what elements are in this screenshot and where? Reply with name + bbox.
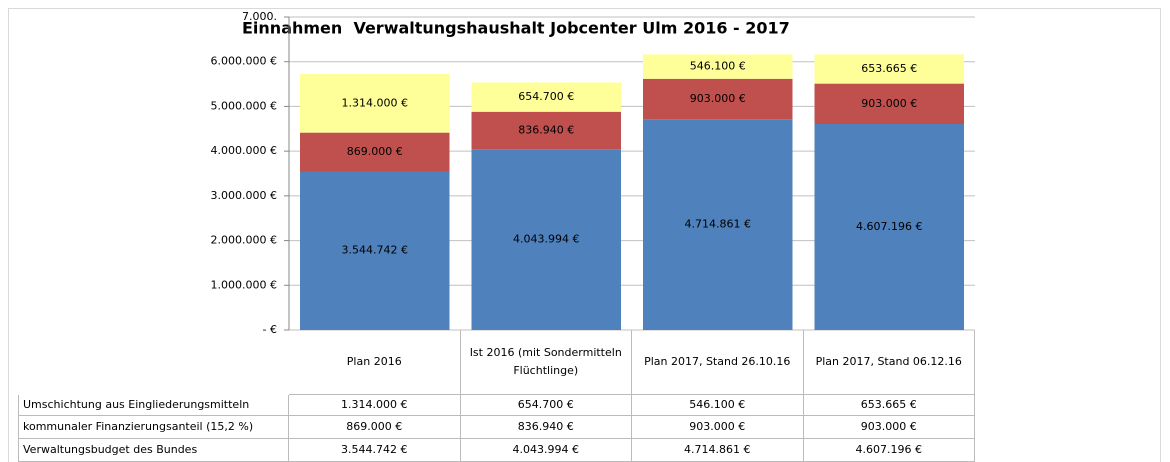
bar-segment <box>471 149 621 330</box>
table-cell: 903.000 € <box>632 416 804 439</box>
bar-segment <box>300 73 450 133</box>
row-label: kommunaler Finanzierungsanteil (15,2 %) <box>18 416 289 439</box>
row-label: Umschichtung aus Eingliederungsmitteln <box>18 395 289 416</box>
table-cell: 654.700 € <box>460 395 632 416</box>
y-tick-label: 2.000.000 € <box>211 234 277 247</box>
bar-segment <box>643 54 793 79</box>
y-tick-label: 4.000.000 € <box>211 144 277 157</box>
table-cell: 546.100 € <box>632 395 804 416</box>
row-label: Verwaltungsbudget des Bundes <box>18 439 289 462</box>
table-cell: 903.000 € <box>803 416 975 439</box>
y-tick-label: 6.000.000 € <box>211 55 277 68</box>
table-cell: 653.665 € <box>803 395 975 416</box>
table-cell: 3.544.742 € <box>289 439 461 462</box>
data-label: 3.544.742 € <box>342 244 408 257</box>
bar-segment <box>471 82 621 112</box>
y-tick-label: 1.000.000 € <box>211 278 277 291</box>
category-cell: Ist 2016 (mit Sondermitteln Flüchtlinge) <box>460 330 632 395</box>
table-cell: 4.043.994 € <box>460 439 632 462</box>
y-tick-label: - € <box>263 323 277 336</box>
data-label: 4.714.861 € <box>685 218 751 231</box>
bar-segment <box>300 132 450 172</box>
bar-segment <box>814 54 964 84</box>
category-cell: Plan 2017, Stand 26.10.16 <box>632 330 804 395</box>
bar-segment <box>643 78 793 120</box>
data-label: 903.000 € <box>690 92 746 105</box>
table-cell: 836.940 € <box>460 416 632 439</box>
frame <box>8 8 1161 462</box>
data-label: 546.100 € <box>690 60 746 73</box>
data-label: 836.940 € <box>518 123 574 136</box>
y-tick-label: 3.000.000 € <box>211 189 277 202</box>
data-label: 654.700 € <box>518 90 574 103</box>
data-label: 4.043.994 € <box>513 233 579 246</box>
table-cell: 1.314.000 € <box>289 395 461 416</box>
bar-segment <box>814 123 964 330</box>
data-label: 1.314.000 € <box>342 96 408 109</box>
y-tick-label: 5.000.000 € <box>211 99 277 112</box>
bar-segment <box>471 111 621 150</box>
table-cell: 869.000 € <box>289 416 461 439</box>
data-label: 4.607.196 € <box>856 220 922 233</box>
y-tick-label: 7.000. <box>242 10 277 23</box>
bar-segment <box>814 83 964 124</box>
table-cell: 4.714.861 € <box>632 439 804 462</box>
data-label: 903.000 € <box>861 97 917 110</box>
category-cell: Plan 2016 <box>289 330 461 395</box>
table-cell: 4.607.196 € <box>803 439 975 462</box>
data-label: 869.000 € <box>347 145 403 158</box>
bar-segment <box>300 171 450 330</box>
bar-segment <box>643 119 793 330</box>
data-label: 653.665 € <box>861 62 917 75</box>
chart-title: Einnahmen Verwaltungshaushalt Jobcenter … <box>242 19 790 38</box>
category-cell: Plan 2017, Stand 06.12.16 <box>803 330 975 395</box>
